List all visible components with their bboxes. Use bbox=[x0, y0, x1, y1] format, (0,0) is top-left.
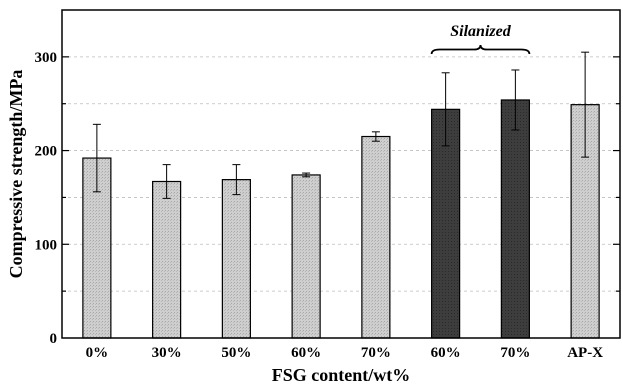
y-tick-label: 200 bbox=[35, 144, 58, 160]
bar bbox=[291, 174, 321, 339]
annotation-brace bbox=[430, 44, 531, 55]
gridlines bbox=[62, 56, 620, 292]
y-tick-label: 0 bbox=[50, 331, 58, 347]
y-tick-label: 300 bbox=[35, 50, 58, 66]
bar bbox=[361, 135, 391, 339]
bar bbox=[431, 108, 461, 339]
error-bars bbox=[92, 51, 590, 199]
x-tick-label: 60% bbox=[431, 345, 461, 361]
y-tick-label: 100 bbox=[35, 237, 58, 253]
x-axis-title: FSG content/wt% bbox=[272, 365, 411, 385]
x-tick-label: 60% bbox=[291, 345, 321, 361]
x-tick-label: 70% bbox=[500, 345, 530, 361]
bar bbox=[152, 180, 182, 339]
annotations: Silanized bbox=[430, 23, 531, 55]
y-axis-title: Compressive strength/MPa bbox=[6, 70, 26, 279]
bar bbox=[500, 99, 530, 339]
plot-frame bbox=[61, 9, 621, 339]
x-axis-labels: 0% 30% 50% 60% 70% 60% 70% AP-X bbox=[86, 345, 604, 361]
y-axis-ticks: 0 100 200 300 bbox=[35, 50, 620, 347]
x-tick-label: 30% bbox=[152, 345, 182, 361]
x-tick-label: AP-X bbox=[567, 345, 603, 361]
bars bbox=[82, 99, 600, 339]
annotation-label: Silanized bbox=[450, 23, 511, 40]
x-tick-label: 50% bbox=[221, 345, 251, 361]
x-tick-label: 0% bbox=[86, 345, 109, 361]
bar bbox=[221, 179, 251, 339]
x-tick-label: 70% bbox=[361, 345, 391, 361]
